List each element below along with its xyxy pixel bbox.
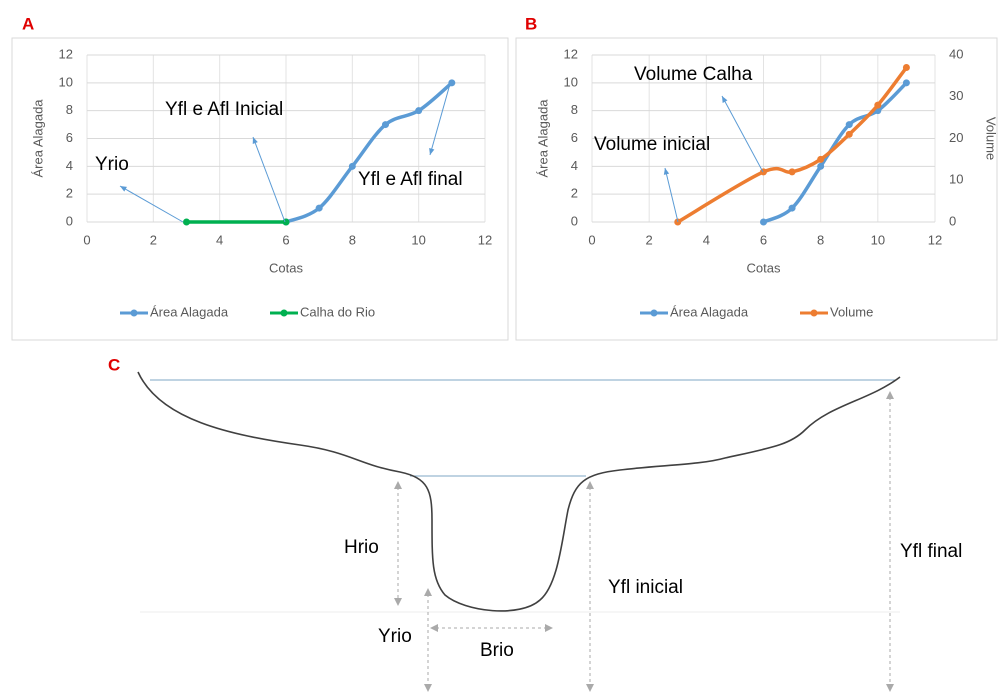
x-tick-label: 12 [478,232,492,247]
x-tick-label: 8 [817,232,824,247]
point [760,168,767,175]
y2-tick-label: 0 [949,213,956,228]
annotation: Yrio [95,154,129,175]
annotation: Yfl e Afl Inicial [165,99,283,120]
arrow-head [664,168,669,175]
arrow-head [120,186,127,192]
x-tick-label: 0 [588,232,595,247]
y-tick-label: 8 [66,102,73,117]
legend-marker [651,310,658,317]
annotation: Volume inicial [594,134,710,155]
y2-axis-title: Volume [984,117,999,160]
x-tick-label: 6 [760,232,767,247]
point [874,102,881,109]
panel-label: C [108,355,120,374]
y2-tick-label: 30 [949,88,963,103]
panel-label: A [22,14,34,33]
x-tick-label: 12 [928,232,942,247]
arrow-heads [394,391,894,692]
y-tick-label: 6 [66,130,73,145]
x-tick-label: 10 [871,232,885,247]
point [817,156,824,163]
point [903,64,910,71]
panel-label: B [525,14,537,33]
arrow-head [429,148,434,155]
legend-label: Volume [830,304,873,319]
diagram-label: Hrio [344,537,379,558]
legend-marker [281,310,288,317]
annotation: Yfl e Afl final [358,169,463,190]
y-tick-label: 2 [66,186,73,201]
x-tick-label: 0 [83,232,90,247]
x-tick-label: 6 [282,232,289,247]
y-tick-label: 0 [66,213,73,228]
y2-tick-label: 20 [949,130,963,145]
diagram: C Hrio Yrio Brio Yfl inicial Yfl final [108,355,962,692]
x-tick-label: 8 [349,232,356,247]
y-tick-label: 8 [571,102,578,117]
annotation-arrow [665,168,678,222]
y-tick-label: 10 [59,74,73,89]
y-axis-title: Área Alagada [30,99,45,178]
legend-label: Área Alagada [670,304,749,319]
annotation: Volume Calha [634,64,753,85]
diagram-label: Yfl final [900,541,962,562]
series-line [678,68,907,222]
point [415,107,422,114]
figure: C Hrio Yrio Brio Yfl inicial Yfl final A… [0,0,1000,693]
point [183,219,190,226]
y2-tick-label: 10 [949,172,963,187]
point [382,121,389,128]
y-tick-label: 4 [571,158,578,173]
series-line [764,83,907,222]
series-line [286,83,452,222]
diagram-label: Brio [480,640,514,661]
point [846,121,853,128]
y-tick-label: 0 [571,213,578,228]
y-tick-label: 12 [564,46,578,61]
point [316,205,323,212]
x-axis-title: Cotas [747,260,781,275]
legend-marker [131,310,138,317]
point [817,163,824,170]
point [349,163,356,170]
dimension-arrows [398,397,890,686]
y2-tick-label: 40 [949,46,963,61]
legend-label: Área Alagada [150,304,229,319]
x-tick-label: 4 [703,232,710,247]
legend-label: Calha do Rio [300,304,375,319]
y-tick-label: 2 [571,186,578,201]
x-tick-label: 2 [150,232,157,247]
y-axis-title: Área Alagada [535,99,550,178]
annotation-arrow [120,186,183,222]
x-axis-title: Cotas [269,260,303,275]
river-profile [138,372,900,611]
annotation-arrow [722,96,763,172]
x-tick-label: 4 [216,232,223,247]
point [846,131,853,138]
y-tick-label: 12 [59,46,73,61]
x-tick-label: 2 [646,232,653,247]
legend-marker [811,310,818,317]
point [760,219,767,226]
y-tick-label: 6 [571,130,578,145]
y-tick-label: 4 [66,158,73,173]
x-tick-label: 10 [411,232,425,247]
point [789,205,796,212]
annotation-arrow [253,137,285,222]
point [789,168,796,175]
point [903,79,910,86]
y-tick-label: 10 [564,74,578,89]
diagram-label: Yfl inicial [608,577,683,598]
diagram-label: Yrio [378,626,412,647]
